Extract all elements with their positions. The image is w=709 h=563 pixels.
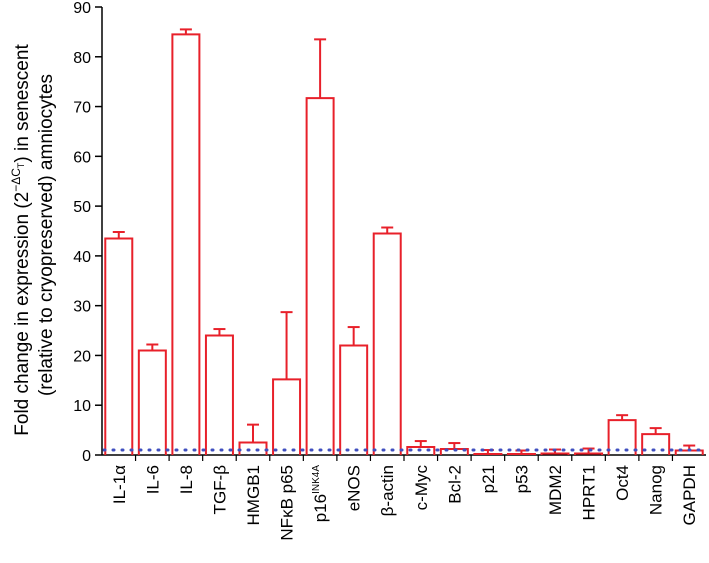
y-axis-title-exp: −ΔC	[9, 168, 23, 192]
x-category-label: p53	[512, 465, 531, 493]
y-tick-label: 70	[73, 100, 91, 117]
bar	[305, 97, 335, 455]
y-tick-label: 0	[82, 448, 91, 465]
bar	[506, 453, 536, 456]
x-category-label: β-actin	[378, 465, 397, 516]
x-category-label: GAPDH	[680, 465, 699, 525]
x-category-label: MDM2	[546, 465, 565, 515]
y-tick-label: 40	[73, 249, 91, 266]
y-tick-label: 10	[73, 398, 91, 415]
bar	[406, 446, 436, 455]
y-tick-label: 50	[73, 199, 91, 216]
x-category-label: HMGB1	[244, 465, 263, 525]
y-tick-label: 60	[73, 149, 91, 166]
plot-area: 0 10 20 30 40 50 60 70 80 90 IL-1α IL-6 IL-8 TGF-β HMG…	[73, 0, 708, 541]
bar	[641, 433, 671, 455]
x-category-label: eNOS	[345, 465, 364, 511]
bar	[372, 232, 402, 455]
bar	[171, 33, 201, 455]
y-axis-title-exp-sub: T	[16, 162, 26, 168]
x-category-label: IL-8	[177, 465, 196, 494]
y-tick-label: 30	[73, 299, 91, 316]
x-category-label: Bcl-2	[445, 465, 464, 504]
y-axis-title-line2: (relative to cryopreserved) amniocytes	[36, 74, 57, 396]
bar	[540, 452, 570, 455]
x-category-label: HPRT1	[580, 465, 599, 520]
x-category-label: p16INK4A	[311, 465, 330, 523]
x-category-label: p21	[479, 465, 498, 493]
bar	[574, 452, 604, 455]
bar	[204, 334, 234, 455]
bar	[339, 344, 369, 455]
x-category-label: TGF-β	[210, 465, 229, 515]
y-axis-title-suffix: ) in senescent	[12, 44, 33, 163]
bar	[137, 349, 167, 455]
x-category-label: Nanog	[647, 465, 666, 515]
bar	[272, 378, 302, 455]
y-axis-title-prefix: Fold change in expression (2	[12, 192, 33, 436]
x-category-label: c-Myc	[412, 465, 431, 511]
bar	[607, 419, 637, 455]
x-category-label: IL-6	[143, 465, 162, 494]
bar	[473, 453, 503, 456]
y-tick-label: 90	[73, 0, 91, 17]
y-tick-label: 20	[73, 348, 91, 365]
bar	[238, 441, 268, 455]
x-category-label: NFκB p65	[278, 465, 297, 541]
bar	[104, 237, 134, 455]
x-category-label: IL-1α	[110, 465, 129, 504]
y-axis-title-line1: Fold change in expression (2−ΔCT) in sen…	[9, 44, 33, 436]
x-category-label: Oct4	[613, 465, 632, 501]
y-tick-label: 80	[73, 50, 91, 67]
y-axis-title: Fold change in expression (2−ΔCT) in sen…	[9, 44, 57, 436]
